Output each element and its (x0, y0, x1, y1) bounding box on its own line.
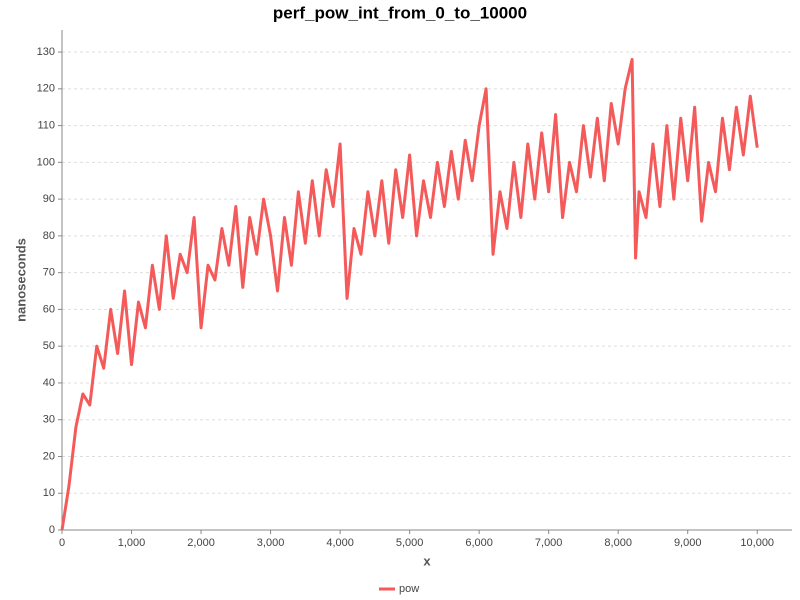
y-tick-label: 20 (43, 450, 55, 462)
y-tick-label: 60 (43, 303, 55, 315)
x-tick-label: 6,000 (465, 537, 493, 549)
y-tick-label: 80 (43, 230, 55, 242)
chart-title: perf_pow_int_from_0_to_10000 (273, 3, 527, 22)
y-tick-label: 40 (43, 377, 55, 389)
x-tick-label: 7,000 (535, 537, 563, 549)
y-tick-label: 130 (37, 46, 55, 58)
x-tick-label: 2,000 (187, 537, 215, 549)
x-axis-title: x (423, 553, 431, 568)
x-tick-label: 8,000 (604, 537, 632, 549)
data-line (60, 57, 759, 531)
x-tick-label: 4,000 (326, 537, 354, 549)
y-tick-label: 100 (37, 156, 55, 168)
y-tick-label: 0 (49, 524, 55, 536)
x-tick-label: 0 (59, 537, 65, 549)
y-tick-label: 50 (43, 340, 55, 352)
y-tick-label: 110 (37, 119, 55, 131)
x-tick-label: 3,000 (257, 537, 285, 549)
y-tick-label: 10 (43, 487, 55, 499)
y-axis-title: nanoseconds (13, 238, 28, 322)
x-tick-label: 10,000 (740, 537, 774, 549)
y-tick-label: 70 (43, 267, 55, 279)
y-tick-label: 30 (43, 414, 55, 426)
y-tick-label: 120 (37, 83, 55, 95)
x-tick-label: 5,000 (396, 537, 424, 549)
legend-label: pow (399, 583, 419, 595)
x-tick-label: 1,000 (118, 537, 146, 549)
x-tick-label: 9,000 (674, 537, 702, 549)
y-tick-label: 90 (43, 193, 55, 205)
